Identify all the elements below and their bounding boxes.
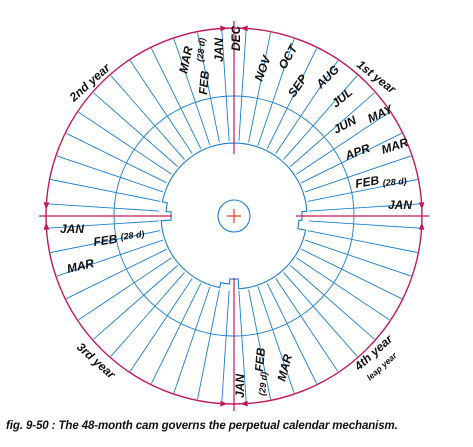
division-line (78, 111, 172, 175)
month-label-y2-mar: MAR (176, 45, 195, 75)
division-line (266, 48, 318, 149)
month-label-y3-jan: JAN (60, 222, 84, 236)
month-note-y4-feb: (29 d) (257, 371, 269, 396)
division-line (129, 60, 193, 154)
division-line (110, 272, 185, 357)
division-line (110, 75, 185, 160)
division-line (290, 92, 375, 167)
month-label-y4-feb: FEB (252, 347, 268, 372)
division-line (221, 29, 230, 142)
division-line (129, 278, 193, 372)
division-line (296, 257, 390, 321)
arrow-top-right (240, 25, 248, 32)
month-label-y2-jan: JAN (212, 38, 226, 62)
month-label-y3-feb: FEB (92, 232, 118, 249)
division-line (78, 257, 172, 321)
month-label-y1-jan: JAN (388, 198, 412, 212)
division-line (257, 286, 295, 394)
year-label-year-3: 3rd year (74, 340, 119, 383)
division-line (197, 32, 220, 143)
month-label-y1-jul: JUL (329, 85, 355, 110)
division-line (238, 29, 247, 142)
arrow-left-lower (43, 222, 50, 230)
division-line (248, 32, 271, 143)
division-line (301, 248, 402, 300)
month-label-y1-apr: APR (342, 141, 372, 163)
division-line (304, 155, 412, 193)
center-hub (217, 199, 251, 233)
division-line (150, 48, 202, 149)
division-line (275, 278, 339, 372)
arrow-top-left (220, 25, 228, 32)
division-line (56, 155, 164, 193)
division-line (93, 92, 178, 167)
division-line (283, 272, 358, 357)
division-line (248, 289, 271, 400)
division-line (56, 239, 164, 277)
division-line (304, 239, 412, 277)
division-line (275, 60, 339, 154)
division-line (173, 286, 211, 394)
division-line (266, 283, 318, 384)
month-label-y1-aug: AUG (313, 62, 342, 91)
division-line (283, 75, 358, 160)
division-line (66, 132, 167, 184)
division-line (93, 265, 178, 340)
division-line (66, 248, 167, 300)
division-lines (47, 29, 421, 403)
month-label-y1-sep: SEP (285, 71, 311, 100)
month-label-y4-jan: JAN (233, 374, 247, 398)
arrow-bottom-left (220, 400, 228, 407)
division-line (301, 132, 402, 184)
month-note-y3-feb: (28 d) (120, 229, 145, 242)
month-label-y2-feb: FEB (196, 70, 212, 95)
month-label-y1-jun: JUN (331, 113, 359, 137)
month-label-y4-mar: MAR (274, 352, 295, 382)
month-label-y1-feb: FEB (354, 173, 380, 191)
arrow-left-upper (43, 202, 50, 210)
division-line (150, 283, 202, 384)
month-label-y1-mar: MAR (380, 135, 411, 157)
month-label-y1-oct: OCT (275, 41, 301, 71)
division-line (308, 220, 421, 229)
division-line (173, 38, 211, 146)
month-note-y1-feb: (28 d) (382, 176, 407, 188)
division-line (221, 290, 230, 403)
division-line (50, 179, 161, 202)
month-note-y2-feb: (28 d) (195, 37, 207, 62)
month-label-y1-may: MAY (365, 102, 395, 126)
month-label-y3-mar: MAR (66, 256, 96, 276)
arrow-right-lower (418, 222, 425, 230)
division-line (290, 265, 375, 340)
arrow-right-upper (418, 202, 425, 210)
division-line (47, 203, 160, 212)
division-line (238, 290, 247, 403)
division-line (47, 220, 160, 229)
figure-caption: fig. 9-50 : The 48-month cam governs the… (6, 420, 398, 432)
year-label-year-2: 2nd year (66, 60, 114, 105)
division-line (257, 38, 295, 146)
month-label-y1-dec: DEC (229, 25, 243, 51)
outer-ring (39, 21, 429, 411)
division-line (307, 179, 418, 202)
division-line (308, 203, 421, 212)
arrow-bottom-right (240, 400, 248, 407)
division-line (197, 289, 220, 400)
month-label-y1-nov: NOV (252, 53, 274, 83)
division-line (307, 230, 418, 253)
division-line (50, 230, 161, 253)
division-line (296, 111, 390, 175)
